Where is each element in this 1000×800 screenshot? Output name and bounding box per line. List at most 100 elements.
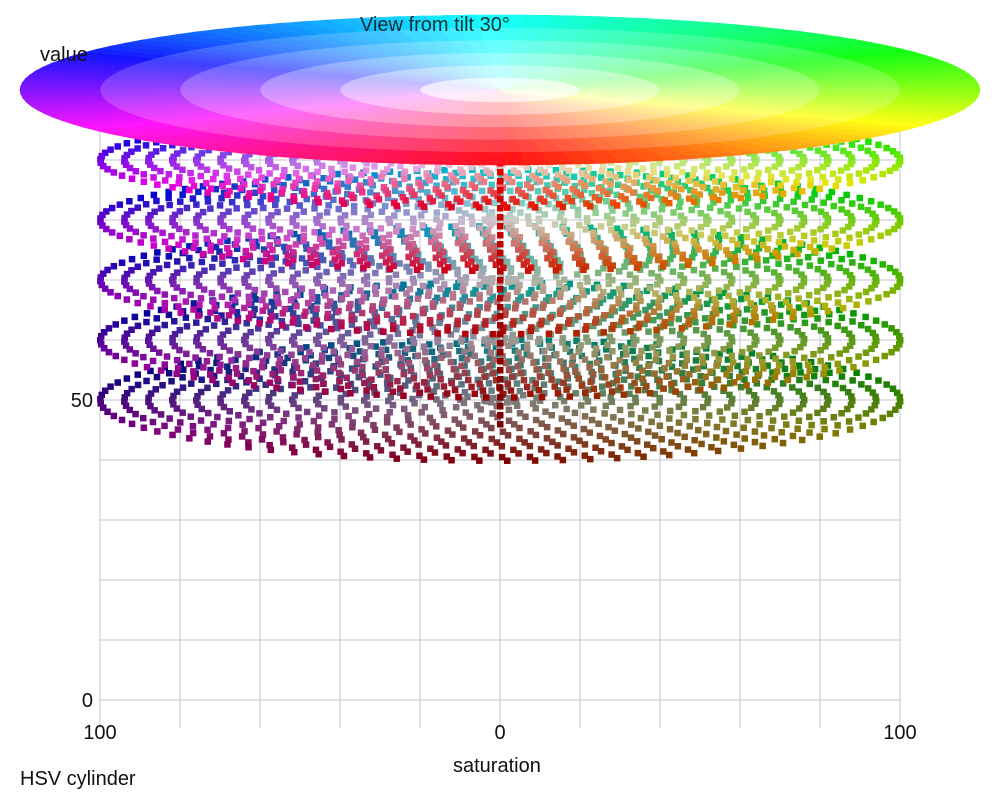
data-point [668,381,675,388]
data-point [490,190,498,197]
data-point [372,343,379,350]
data-point [672,244,680,252]
data-point [541,198,548,205]
data-point [552,401,559,409]
data-point [217,155,224,162]
data-point [406,285,414,293]
data-point [157,306,165,314]
data-point [511,305,519,312]
data-point [626,390,633,398]
data-point [569,244,577,252]
data-point [599,187,607,195]
data-point [684,261,692,269]
data-point [692,407,699,415]
data-point [836,264,843,271]
data-point [218,312,225,319]
data-point [161,306,168,313]
data-point [340,341,347,349]
data-point [883,144,890,152]
data-point [875,294,882,301]
data-point [489,293,496,300]
data-point [814,384,822,392]
data-point [234,351,242,358]
data-point [453,340,460,347]
data-point [843,191,850,199]
data-point [114,379,121,386]
data-point [542,362,549,369]
data-point [100,329,108,336]
data-point [490,243,497,250]
data-point [871,402,879,409]
data-point [740,166,748,173]
data-point [485,338,492,345]
data-point [508,283,516,290]
data-point [848,275,856,283]
data-point [183,204,191,212]
data-point [555,183,562,191]
data-point [267,160,274,168]
data-point [182,298,190,305]
data-point [259,419,267,426]
data-point [384,373,391,381]
data-point [176,225,183,233]
data-point [457,198,464,205]
data-point [489,275,496,282]
data-point [152,226,159,233]
data-point [879,170,886,178]
data-point [416,323,424,330]
data-point [366,454,374,461]
data-point [393,305,401,312]
data-point [691,249,698,257]
data-point [223,172,231,180]
data-point [159,382,166,389]
data-point [335,205,342,213]
data-point [806,262,814,269]
data-point [273,328,281,335]
data-point [508,218,515,225]
data-point [650,162,657,169]
data-point [775,332,782,340]
data-point [270,389,277,397]
data-point [654,281,661,288]
data-point [232,241,240,248]
data-point [476,224,484,232]
data-point [267,308,274,315]
data-point [595,284,602,291]
data-point [203,358,211,365]
data-point [483,347,491,354]
data-point [679,168,686,176]
data-point [279,173,287,180]
data-point [626,205,633,212]
data-point [464,314,471,321]
data-point [687,187,694,194]
data-point [246,151,253,158]
data-point [353,250,361,258]
data-point [217,335,224,342]
data-point [510,278,518,285]
data-point [571,241,579,248]
data-point [639,367,646,374]
data-point [834,322,841,330]
data-point [635,425,642,432]
data-point [726,272,734,279]
data-point [799,160,806,168]
data-point [452,169,459,177]
data-point [438,201,445,208]
data-point [415,196,423,203]
data-point [306,348,313,356]
data-point [388,292,396,300]
data-point [753,321,761,328]
data-point [444,427,452,434]
data-point [741,435,748,442]
data-point [501,334,509,342]
data-point [291,341,298,348]
data-point [169,338,176,346]
data-point [578,352,586,360]
data-point [485,380,493,387]
data-point [643,316,651,323]
data-point [481,206,489,213]
data-point [319,223,326,230]
data-point [497,367,504,374]
data-point [418,426,425,433]
data-point [730,312,737,319]
